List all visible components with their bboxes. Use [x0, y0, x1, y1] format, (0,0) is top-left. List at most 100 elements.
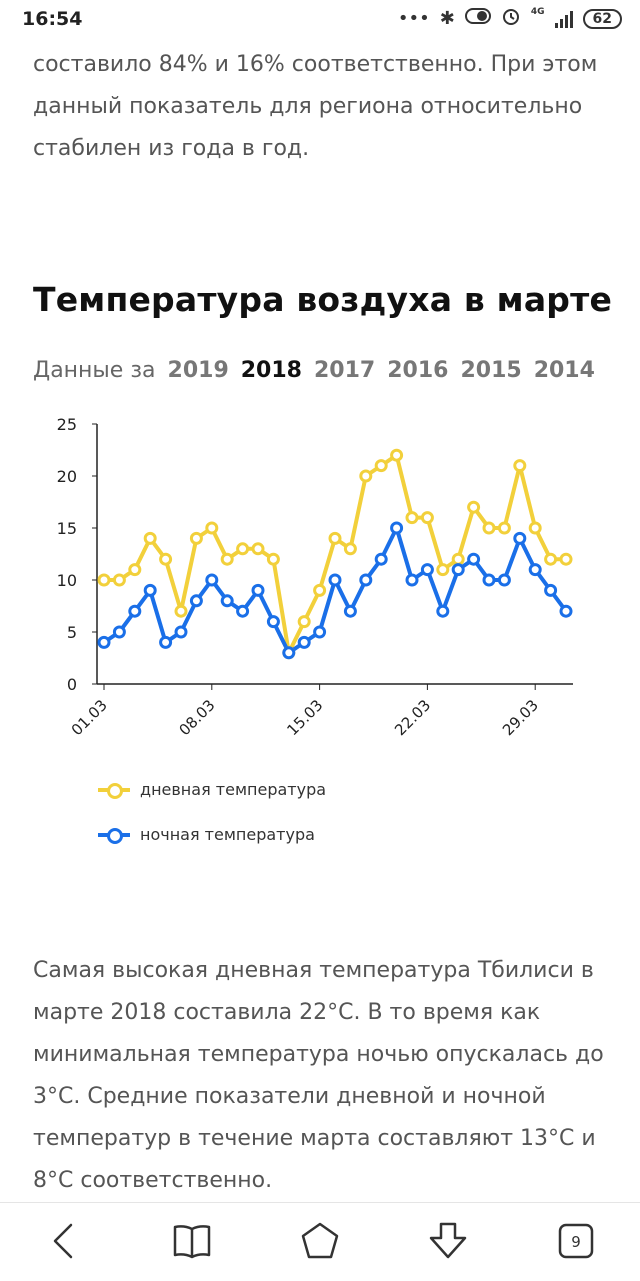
data-point-night [390, 521, 404, 535]
data-point-day [420, 511, 434, 525]
data-point-night [174, 625, 188, 639]
data-point-day [359, 469, 373, 483]
legend-day-label: дневная температура [140, 780, 327, 799]
legend-night-marker [98, 827, 130, 844]
battery-icon: 62 [582, 8, 622, 29]
data-point-night [251, 583, 265, 597]
data-point-night [282, 646, 296, 660]
data-point-night [128, 604, 142, 618]
year-2017[interactable]: 2017 [313, 358, 376, 383]
data-point-day [390, 448, 404, 462]
bottom-nav: 9 [0, 1202, 640, 1281]
data-point-night [559, 604, 573, 618]
data-point-day [112, 573, 126, 587]
legend-night-label: ночная температура [140, 825, 315, 844]
bluetooth-icon: ✱ [439, 8, 455, 29]
data-point-day [251, 542, 265, 556]
legend-day: дневная температура [98, 780, 326, 799]
y-tick-label: 0 [67, 675, 77, 694]
data-point-day [143, 531, 157, 545]
y-tick-label: 15 [57, 519, 77, 538]
tabs-icon[interactable]: 9 [552, 1217, 600, 1265]
data-point-day [482, 521, 496, 535]
data-point-day [528, 521, 542, 535]
data-point-night [189, 594, 203, 608]
book-icon[interactable] [168, 1217, 216, 1265]
data-point-day [266, 552, 280, 566]
data-point-night [405, 573, 419, 587]
status-icons: ••• ✱ 4G 62 [398, 6, 622, 31]
year-selector-label: Данные за [33, 358, 156, 383]
download-icon[interactable] [424, 1217, 472, 1265]
year-2018[interactable]: 2018 [240, 358, 302, 383]
year-2016[interactable]: 2016 [387, 358, 449, 383]
temperature-chart: 0 5 10 15 20 25 01.03 08.03 15.03 22.03 29.03 [57, 415, 573, 739]
data-point-night [528, 563, 542, 577]
tabs-count: 9 [571, 1233, 581, 1251]
data-point-night [343, 604, 357, 618]
data-point-night [451, 563, 465, 577]
data-point-day [559, 552, 573, 566]
year-2015[interactable]: 2015 [460, 358, 522, 383]
y-tick-label: 20 [57, 467, 77, 486]
data-point-day [405, 511, 419, 525]
x-tick-label: 22.03 [391, 696, 434, 739]
data-point-day [205, 521, 219, 535]
alarm-icon [501, 6, 521, 31]
data-point-day [328, 531, 342, 545]
data-point-night [112, 625, 126, 639]
data-point-night [420, 563, 434, 577]
data-point-day [236, 542, 250, 556]
data-point-night [220, 594, 234, 608]
toggle-icon [464, 8, 491, 29]
data-point-night [266, 615, 280, 629]
legend-day-marker [98, 782, 130, 799]
y-tick-label: 10 [57, 571, 77, 590]
data-point-day [544, 552, 558, 566]
data-point-day [189, 531, 203, 545]
data-point-day [467, 500, 481, 514]
status-bar: 16:54 ••• ✱ 4G 62 [0, 0, 640, 40]
data-point-night [97, 635, 111, 649]
data-point-night [143, 583, 157, 597]
data-point-night [236, 604, 250, 618]
section-heading: Температура воздуха в марте [33, 280, 613, 319]
data-point-day [343, 542, 357, 556]
data-point-day [513, 459, 527, 473]
y-tick-label: 25 [57, 415, 77, 434]
more-dots-icon: ••• [397, 8, 430, 29]
data-point-night [297, 635, 311, 649]
legend-night: ночная температура [98, 825, 315, 844]
data-point-day [497, 521, 511, 535]
network-type: 4G [530, 7, 545, 17]
y-tick-label: 5 [67, 623, 77, 642]
data-point-day [174, 604, 188, 618]
series-line-day [104, 453, 566, 655]
signal-icon [554, 10, 573, 28]
data-point-day [128, 563, 142, 577]
data-point-night [313, 625, 327, 639]
data-point-night [436, 604, 450, 618]
data-point-night [513, 531, 527, 545]
data-point-day [220, 552, 234, 566]
data-point-day [374, 459, 388, 473]
data-point-day [97, 573, 111, 587]
x-tick-label: 29.03 [499, 696, 542, 739]
year-2014[interactable]: 2014 [533, 358, 595, 383]
data-point-night [328, 573, 342, 587]
status-time: 16:54 [22, 8, 83, 30]
data-point-night [359, 573, 373, 587]
data-point-night [159, 635, 173, 649]
data-point-night [544, 583, 558, 597]
back-icon[interactable] [40, 1217, 88, 1265]
year-2019[interactable]: 2019 [167, 358, 229, 383]
data-point-day [297, 615, 311, 629]
x-tick-label: 15.03 [283, 696, 326, 739]
data-point-night [205, 573, 219, 587]
data-point-day [159, 552, 173, 566]
data-point-day [451, 552, 465, 566]
home-icon[interactable] [296, 1217, 344, 1265]
data-point-night [497, 573, 511, 587]
data-point-night [482, 573, 496, 587]
summary-paragraph: Самая высокая дневная температура Тбилис… [33, 958, 604, 1193]
